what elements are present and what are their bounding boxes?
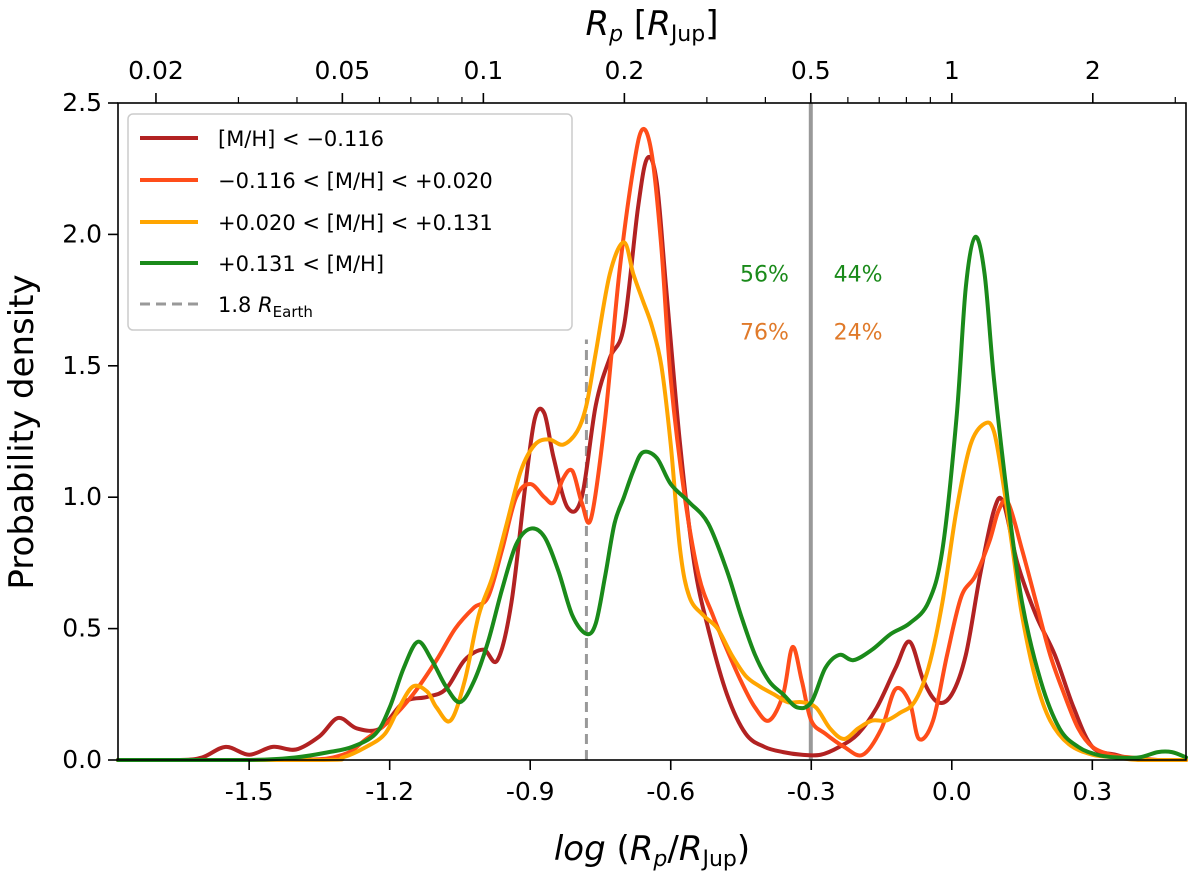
legend-label-5: 1.8 REarth bbox=[218, 293, 313, 321]
percentage-annotation: 76% bbox=[740, 321, 789, 346]
legend-label-3: +0.020 < [M/H] < +0.131 bbox=[218, 211, 493, 235]
legend-label-2: −0.116 < [M/H] < +0.020 bbox=[218, 169, 493, 193]
x-tick-label: 0.3 bbox=[1072, 777, 1112, 806]
y-tick-label: 1.0 bbox=[62, 482, 102, 511]
legend: [M/H] < −0.116 −0.116 < [M/H] < +0.020 +… bbox=[127, 113, 573, 331]
top-axis-title: Rp [RJup] bbox=[586, 4, 719, 47]
y-tick-label: 2.5 bbox=[62, 88, 102, 117]
y-tick-label: 0.5 bbox=[62, 614, 102, 643]
y-tick-label: 2.0 bbox=[62, 219, 102, 248]
legend-label-4: +0.131 < [M/H] bbox=[218, 252, 384, 276]
top-x-axis: 0.02 0.05 0.1 0.2 0.5 1 2 bbox=[128, 56, 1176, 103]
percentage-annotation: 44% bbox=[834, 263, 883, 288]
percentage-annotation: 24% bbox=[834, 321, 883, 346]
plot-lines bbox=[116, 103, 1188, 763]
series-line-3 bbox=[116, 240, 1188, 763]
x-tick-label: -0.9 bbox=[506, 777, 555, 806]
top-tick-label: 1 bbox=[944, 56, 960, 85]
annotations: 56% 44% 76% 24% bbox=[740, 263, 883, 346]
x-tick-label: -1.5 bbox=[225, 777, 274, 806]
x-tick-label: 0.0 bbox=[932, 777, 972, 806]
top-tick-label: 0.5 bbox=[791, 56, 831, 85]
x-tick-label: -0.3 bbox=[787, 777, 836, 806]
top-tick-label: 0.02 bbox=[128, 56, 184, 85]
y-tick-label: 0.0 bbox=[62, 745, 102, 774]
y-axis-title: Probability density bbox=[2, 274, 42, 589]
x-tick-label: -1.2 bbox=[365, 777, 414, 806]
legend-label-1: [M/H] < −0.116 bbox=[218, 127, 384, 151]
top-tick-label: 0.1 bbox=[463, 56, 503, 85]
top-tick-label: 0.05 bbox=[315, 56, 371, 85]
top-tick-label: 2 bbox=[1085, 56, 1101, 85]
plot-frame bbox=[117, 102, 1187, 761]
top-tick-label: 0.2 bbox=[604, 56, 644, 85]
x-tick-label: -0.6 bbox=[646, 777, 695, 806]
legend-box bbox=[127, 113, 573, 331]
percentage-annotation: 56% bbox=[740, 263, 789, 288]
x-axis-title: log (Rp/RJup) bbox=[554, 829, 750, 872]
series-line-4 bbox=[116, 235, 1188, 763]
y-axis: 0.0 0.5 1.0 1.5 2.0 2.5 bbox=[62, 88, 118, 774]
y-tick-label: 1.5 bbox=[62, 351, 102, 380]
bottom-x-axis: -1.5 -1.2 -0.9 -0.6 -0.3 0.0 0.3 bbox=[225, 760, 1112, 806]
